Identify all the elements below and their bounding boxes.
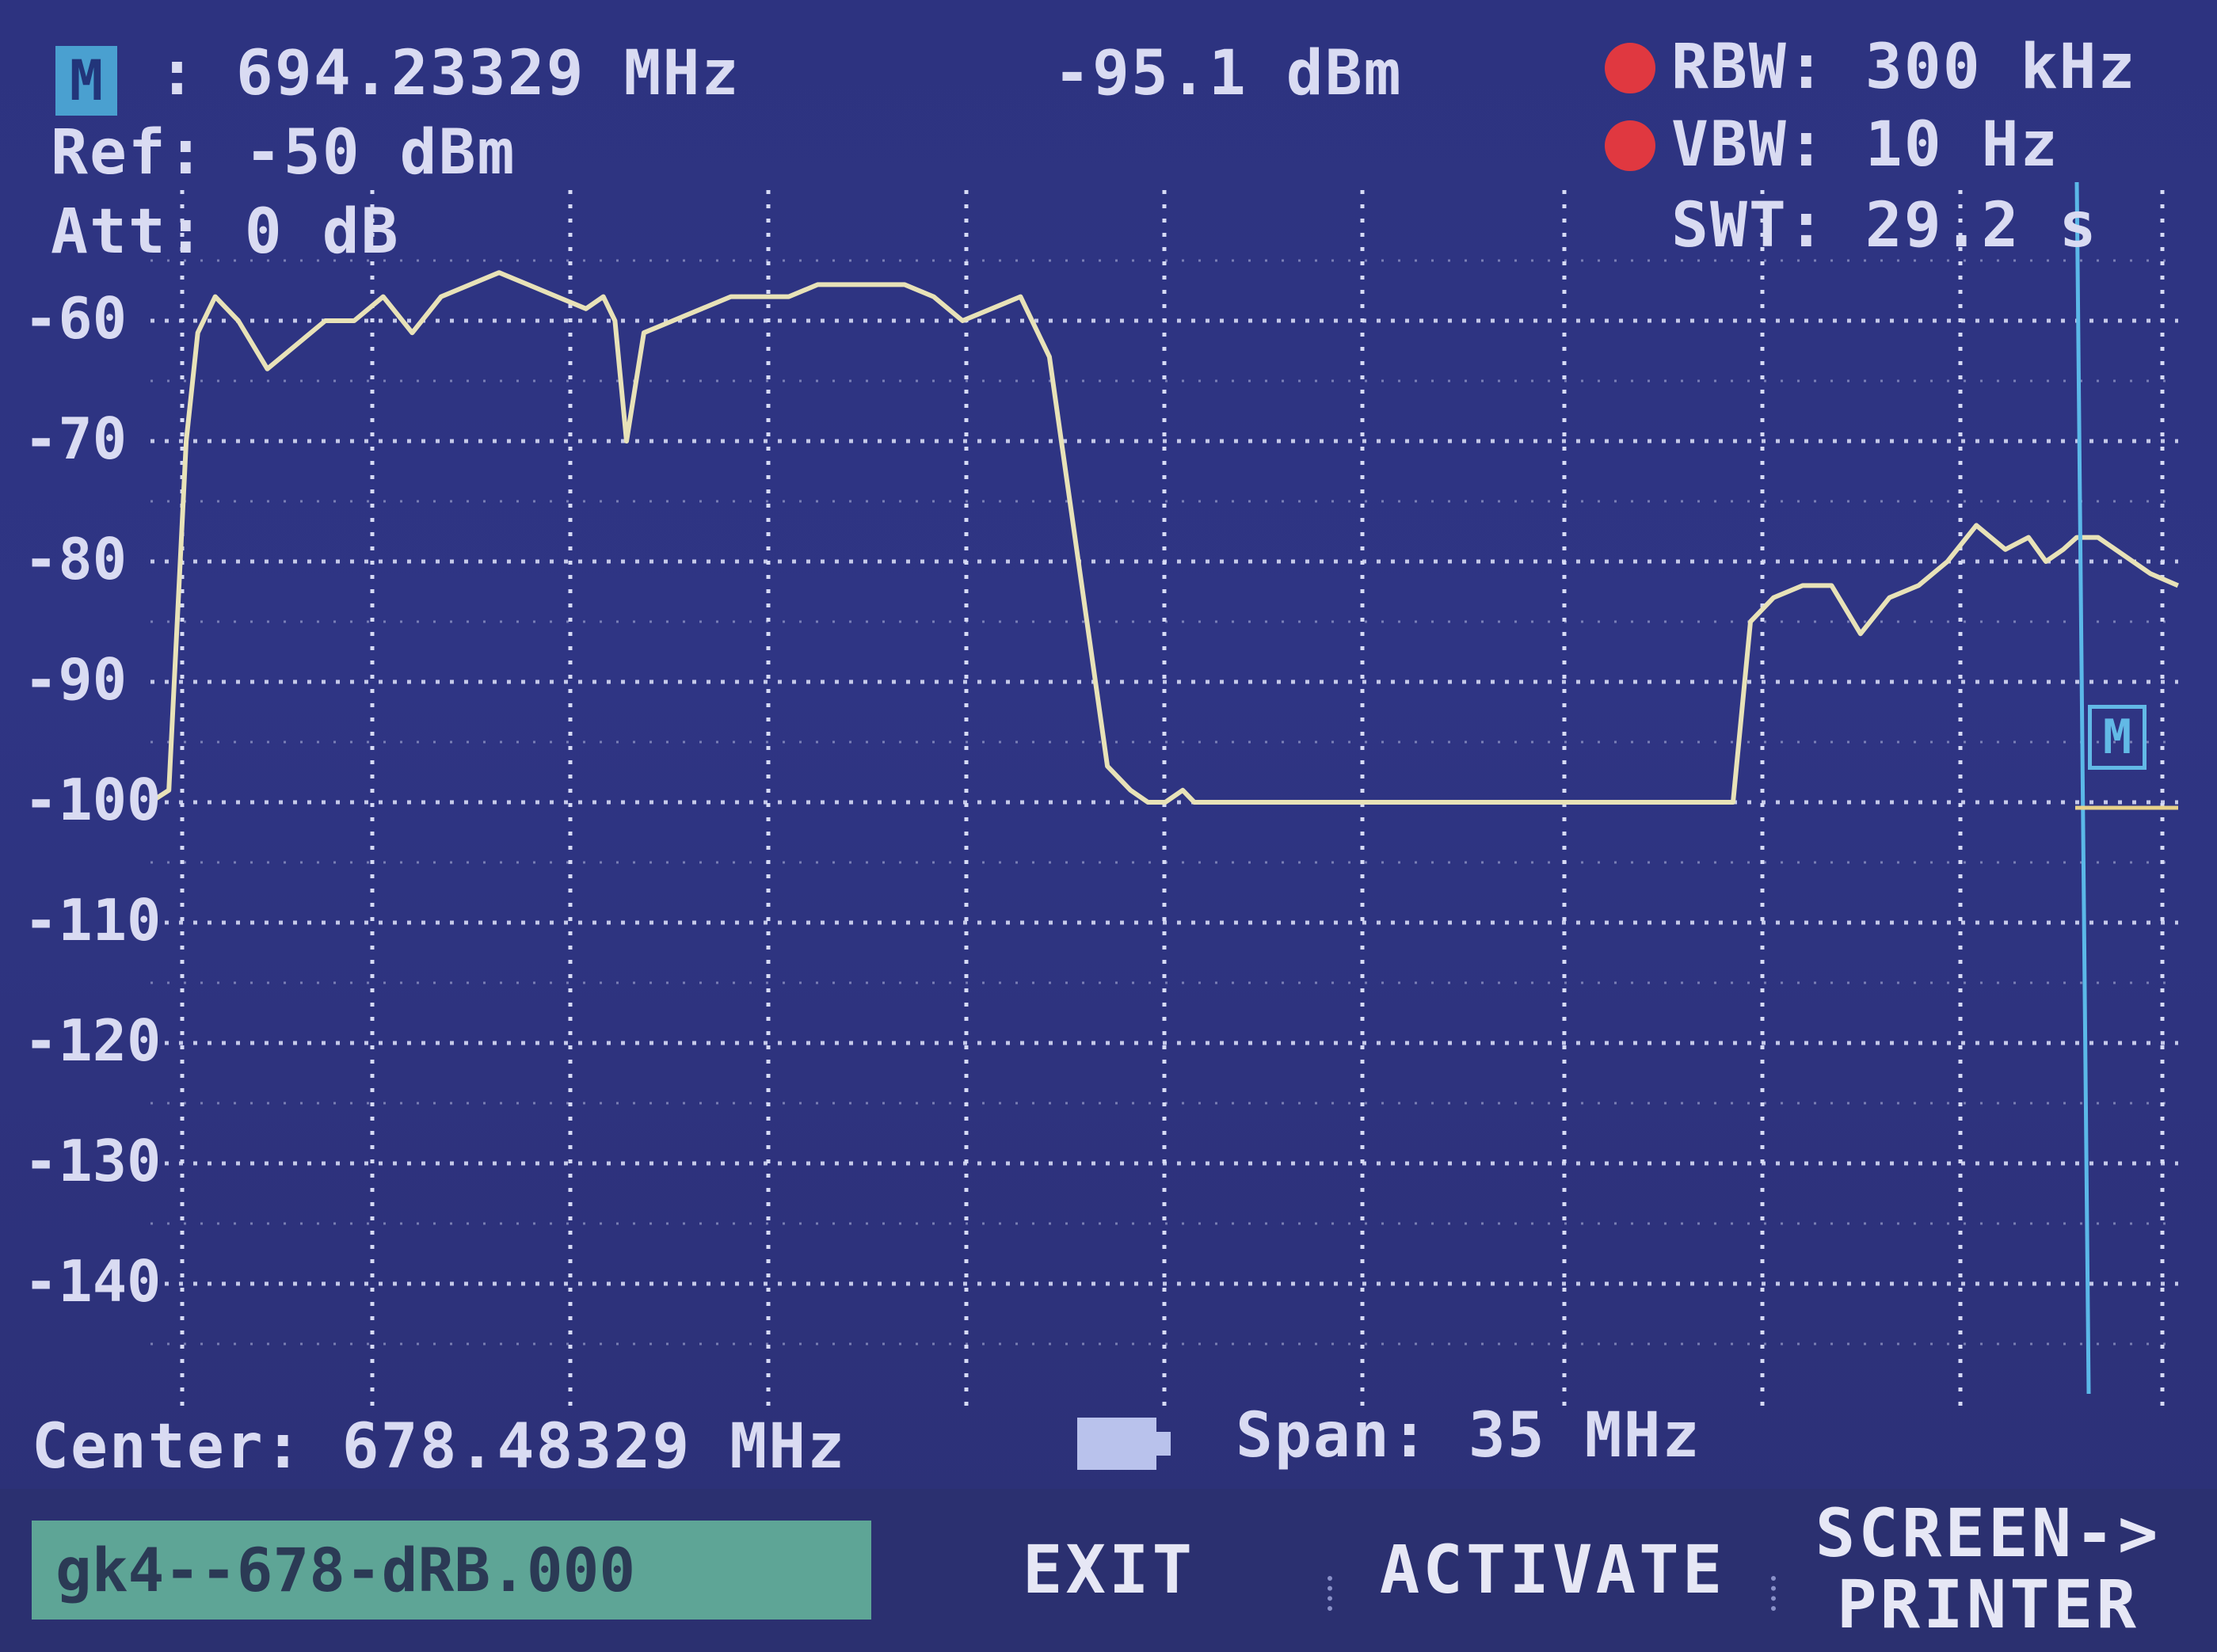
reference-level: Ref: -50 dBm [51, 117, 516, 188]
sweep-time[interactable]: SWT: 29.2 s [1671, 190, 2098, 261]
screen-printer-line1: SCREEN-> [1815, 1494, 2162, 1572]
trace-line [149, 270, 2179, 805]
y-axis-label: -120 [24, 1007, 162, 1074]
marker-line[interactable] [2074, 181, 2091, 1395]
softkey-separator [1771, 1576, 1782, 1611]
y-axis-label: -70 [24, 405, 128, 472]
filename-field[interactable]: gk4--678-dRB.000 [32, 1521, 871, 1620]
y-axis-label: -80 [24, 526, 128, 592]
y-axis-label: -90 [24, 646, 128, 713]
trace-marker-label: M [2088, 705, 2147, 770]
vbw-setting[interactable]: VBW: 10 Hz [1671, 109, 2059, 181]
y-axis-label: -60 [24, 285, 128, 352]
y-axis-label: -100 [24, 767, 162, 833]
y-axis-label: -110 [24, 887, 162, 954]
softkey-separator [1328, 1576, 1339, 1611]
trace [149, 270, 2179, 805]
battery-tip [1156, 1432, 1171, 1456]
activate-button[interactable]: ACTIVATE [1339, 1530, 1766, 1609]
y-axis-label: -130 [24, 1128, 162, 1194]
marker-level: -95.1 dBm [1053, 38, 1403, 109]
grid [150, 190, 2178, 1406]
attenuation: Att: 0 dB [51, 196, 400, 268]
rbw-setting[interactable]: RBW: 300 kHz [1671, 32, 2137, 103]
span[interactable]: Span: 35 MHz [1236, 1400, 1701, 1471]
battery-icon [1077, 1418, 1156, 1470]
rbw-indicator-dot [1605, 43, 1655, 93]
y-axis-label: -140 [24, 1248, 162, 1315]
center-frequency[interactable]: Center: 678.48329 MHz [32, 1411, 847, 1483]
screen-printer-button[interactable]: SCREEN-> PRINTER [1782, 1494, 2194, 1644]
marker-badge[interactable]: M [55, 46, 117, 116]
screen-printer-line2: PRINTER [1836, 1566, 2139, 1643]
vbw-indicator-dot [1605, 120, 1655, 171]
exit-button[interactable]: EXIT [982, 1530, 1236, 1609]
marker-frequency: : 694.23329 MHz [158, 38, 741, 109]
